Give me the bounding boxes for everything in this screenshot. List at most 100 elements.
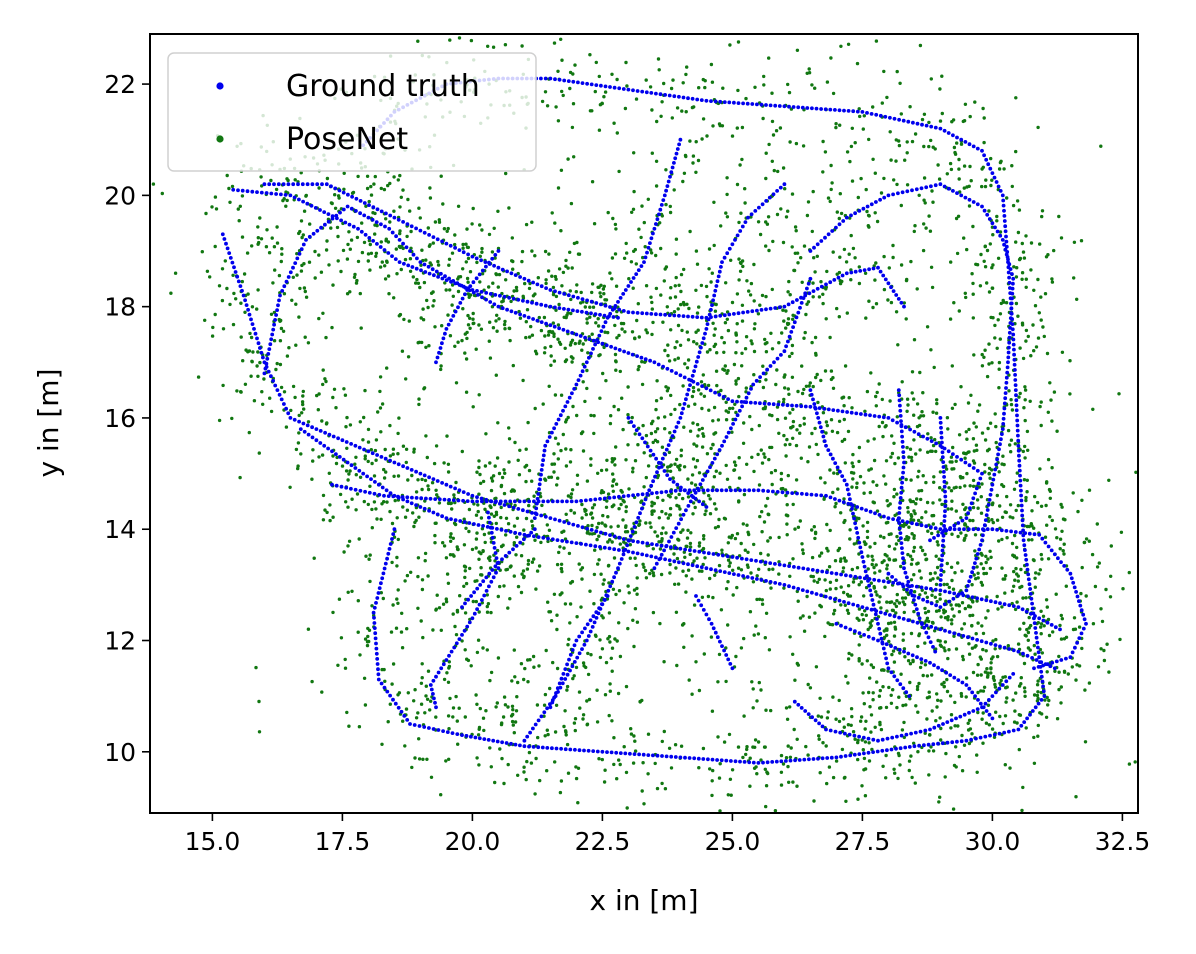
posenet-point (662, 81, 666, 86)
posenet-point (734, 382, 738, 386)
posenet-point (321, 382, 325, 387)
posenet-point (995, 346, 999, 350)
posenet-point (1010, 541, 1015, 546)
posenet-point (846, 42, 851, 46)
posenet-point (726, 328, 731, 333)
posenet-point (909, 478, 913, 482)
posenet-point (777, 341, 781, 345)
posenet-point (769, 471, 774, 475)
posenet-point (968, 727, 973, 731)
posenet-point (424, 684, 428, 688)
posenet-point (785, 522, 789, 526)
posenet-point (782, 319, 786, 323)
posenet-point (568, 343, 573, 347)
posenet-point (460, 639, 464, 643)
posenet-point (717, 122, 722, 126)
posenet-point (813, 611, 817, 615)
posenet-point (485, 593, 489, 597)
posenet-point (211, 325, 215, 330)
posenet-point (986, 673, 990, 678)
posenet-point (750, 342, 754, 346)
posenet-point (983, 265, 988, 269)
posenet-point (779, 770, 784, 774)
posenet-point (729, 536, 733, 540)
posenet-point (987, 472, 991, 476)
posenet-point (383, 447, 387, 452)
posenet-point (363, 388, 367, 393)
posenet-point (410, 473, 414, 478)
posenet-point (701, 117, 706, 121)
ground-truth-point (427, 475, 431, 480)
posenet-point (882, 287, 887, 292)
posenet-point (737, 500, 741, 504)
posenet-point (880, 101, 884, 105)
posenet-point (751, 580, 756, 584)
posenet-point (1044, 715, 1049, 719)
posenet-point (1024, 328, 1029, 333)
posenet-point (916, 475, 920, 479)
posenet-point (956, 603, 961, 607)
posenet-point (464, 242, 468, 246)
ground-truth-point (984, 598, 989, 603)
ground-truth-point (250, 322, 255, 326)
posenet-point (393, 498, 397, 503)
posenet-point (935, 692, 939, 696)
posenet-point (742, 714, 746, 718)
ground-truth-point (394, 234, 398, 239)
posenet-point (455, 608, 460, 613)
posenet-point (952, 301, 956, 305)
ground-truth-point (496, 304, 501, 309)
posenet-point (908, 554, 913, 558)
posenet-point (285, 177, 289, 181)
posenet-point (931, 749, 936, 753)
posenet-point (488, 320, 492, 324)
posenet-point (515, 535, 519, 539)
posenet-point (563, 729, 568, 733)
ground-truth-point (337, 188, 342, 193)
posenet-point (628, 543, 632, 547)
posenet-point (362, 676, 367, 680)
posenet-point (558, 545, 562, 549)
posenet-point (625, 806, 629, 810)
posenet-point (651, 610, 656, 615)
posenet-point (274, 187, 279, 192)
posenet-point (516, 584, 521, 589)
ground-truth-point (881, 579, 886, 584)
posenet-point (661, 320, 665, 324)
posenet-point (670, 116, 674, 120)
posenet-point (673, 345, 677, 350)
ground-truth-point (858, 575, 862, 580)
ground-truth-point (878, 269, 883, 274)
posenet-point (303, 335, 307, 339)
posenet-point (439, 367, 443, 372)
posenet-point (1039, 504, 1044, 508)
posenet-point (726, 410, 731, 414)
posenet-point (1118, 637, 1122, 642)
posenet-point (427, 344, 431, 348)
posenet-point (560, 58, 564, 62)
posenet-point (535, 703, 540, 707)
posenet-point (496, 594, 500, 599)
posenet-point (241, 359, 245, 363)
ground-truth-point (755, 308, 759, 313)
posenet-point (602, 578, 606, 582)
posenet-point (1027, 524, 1032, 529)
posenet-point (786, 322, 790, 327)
posenet-point (906, 506, 910, 510)
posenet-point (752, 633, 756, 637)
posenet-point (456, 289, 461, 294)
posenet-point (934, 554, 938, 558)
posenet-point (890, 652, 894, 657)
posenet-point (950, 622, 954, 626)
posenet-point (676, 307, 680, 311)
ground-truth-point (763, 560, 768, 565)
posenet-point (813, 536, 817, 541)
posenet-point (324, 248, 329, 252)
posenet-point (616, 691, 621, 696)
posenet-point (753, 85, 757, 90)
posenet-point (549, 344, 553, 349)
posenet-point (919, 576, 923, 580)
posenet-point (487, 339, 491, 343)
ground-truth-point (749, 558, 754, 562)
posenet-point (766, 553, 770, 557)
